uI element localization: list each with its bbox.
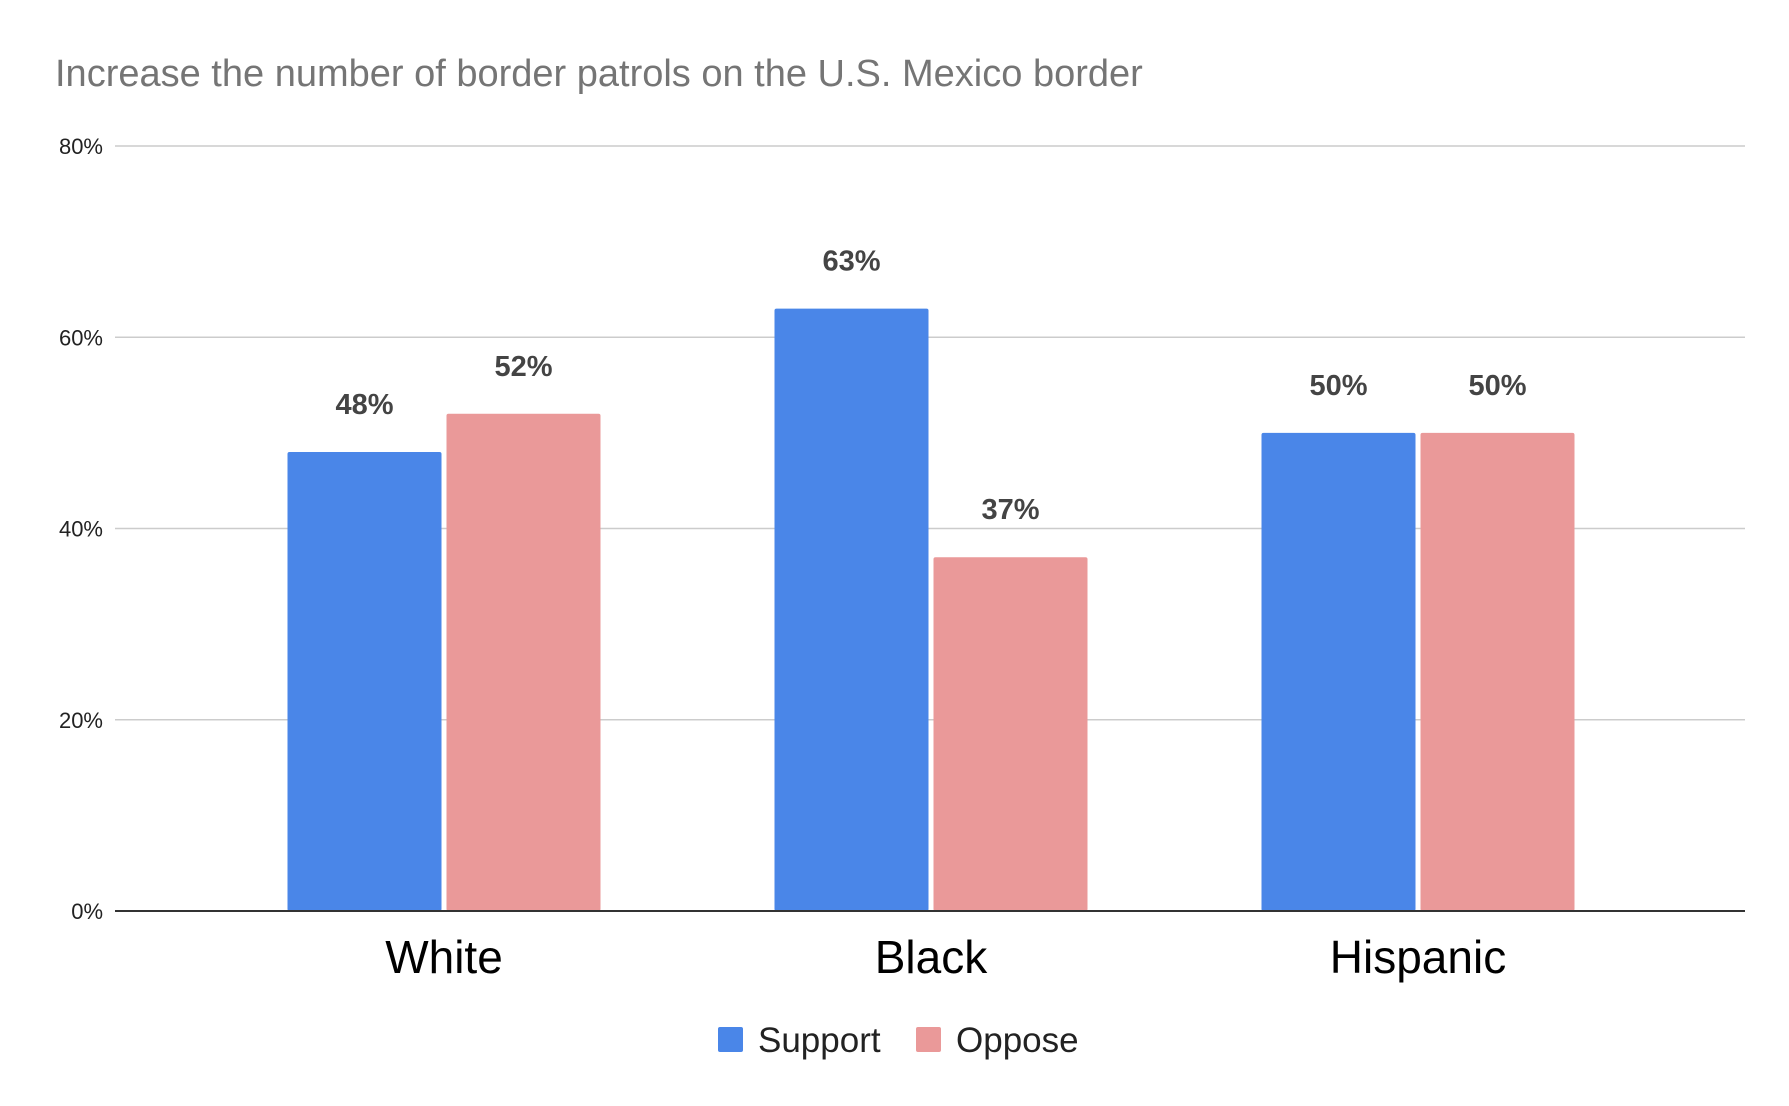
bar-support-white bbox=[287, 452, 442, 911]
data-label: 50% bbox=[1468, 370, 1526, 402]
y-tick-label: 80% bbox=[59, 134, 103, 159]
y-tick-label: 20% bbox=[59, 708, 103, 733]
legend-swatch-support bbox=[718, 1027, 743, 1052]
legend: Support Oppose bbox=[718, 1021, 1079, 1060]
bar-support-black bbox=[774, 308, 929, 911]
x-axis-ticks: White Black Hispanic bbox=[385, 931, 1506, 983]
data-label: 37% bbox=[981, 494, 1039, 526]
x-tick-label: White bbox=[385, 931, 503, 983]
bar-support-hispanic bbox=[1261, 432, 1416, 911]
y-tick-label: 40% bbox=[59, 517, 103, 542]
legend-label-support: Support bbox=[758, 1021, 881, 1060]
bar-oppose-hispanic bbox=[1420, 432, 1575, 911]
bar-oppose-white bbox=[446, 413, 601, 911]
x-tick-label: Hispanic bbox=[1330, 931, 1506, 983]
bars bbox=[287, 308, 1575, 911]
bar-oppose-black bbox=[933, 557, 1088, 911]
data-label: 63% bbox=[822, 246, 880, 278]
data-label: 52% bbox=[494, 351, 552, 383]
legend-label-oppose: Oppose bbox=[956, 1021, 1079, 1060]
x-tick-label: Black bbox=[875, 931, 988, 983]
chart-title: Increase the number of border patrols on… bbox=[55, 53, 1143, 95]
data-label: 50% bbox=[1309, 370, 1367, 402]
data-labels: 48% 52% 63% 37% 50% 50% bbox=[335, 246, 1526, 527]
legend-swatch-oppose bbox=[916, 1027, 941, 1052]
y-tick-label: 60% bbox=[59, 325, 103, 350]
data-label: 48% bbox=[335, 389, 393, 421]
y-axis-ticks: 0% 20% 40% 60% 80% bbox=[59, 134, 103, 924]
y-tick-label: 0% bbox=[71, 899, 103, 924]
